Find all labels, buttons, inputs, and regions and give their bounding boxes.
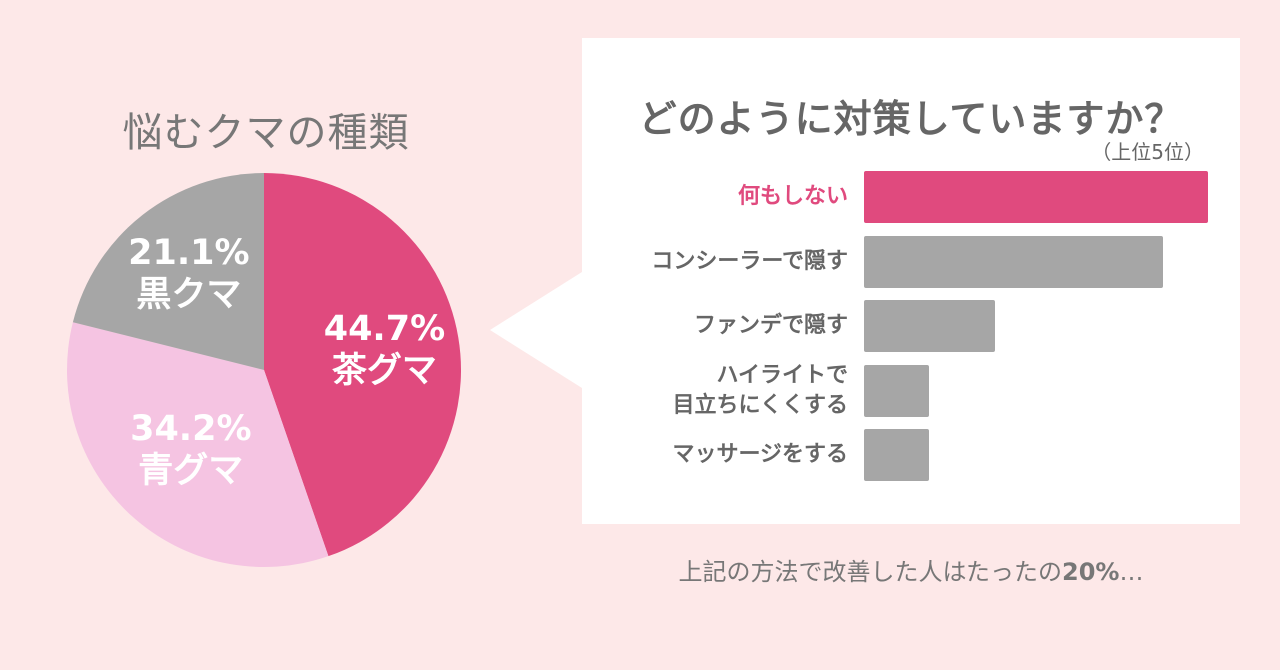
bar-chart-title: どのように対策していますか？	[638, 97, 1184, 141]
pie-slice-label: 34.2% 青グマ	[101, 408, 281, 492]
pie-slice-2	[72, 173, 264, 370]
footnote: 上記の方法で改善した人はたったの20%…	[582, 552, 1240, 587]
bar-label-line: ファンデで隠す	[693, 313, 848, 338]
bar-0	[864, 171, 1208, 223]
bar-label-1: コンシーラーで隠す	[618, 247, 848, 277]
bar-label-3: ハイライトで目立ちにくくする	[618, 361, 848, 421]
bar-label-line: ハイライトで	[716, 362, 848, 388]
bar-label-0: 何もしない	[618, 182, 848, 212]
bar-label-line: マッサージをする	[672, 442, 848, 467]
pie-slice-percent: 34.2%	[130, 408, 252, 449]
pie-slice-1	[66, 322, 329, 567]
pie-slice-label: 44.7% 茶グマ	[294, 308, 474, 392]
pie-slice-name: 黒クマ	[136, 274, 242, 315]
pie-slice-0	[264, 173, 461, 557]
pie-slice-name: 青グマ	[138, 450, 244, 491]
bar-label-line: 何もしない	[737, 184, 848, 209]
bar-2	[864, 300, 995, 352]
bar-4	[864, 429, 930, 481]
footnote-emphasis: 20%	[1062, 558, 1120, 586]
pie-slice-label: 21.1% 黒クマ	[99, 232, 279, 316]
pie-slice-percent: 21.1%	[128, 232, 250, 273]
bar-label-line: 目立ちにくくする	[672, 392, 848, 418]
footnote-suffix: …	[1119, 558, 1144, 586]
bar-label-line: コンシーラーで隠す	[651, 248, 848, 274]
bar-chart-subtitle: （上位5位）	[1091, 140, 1204, 164]
footnote-text: 上記の方法で改善した人はたったの	[678, 558, 1063, 586]
pie-slice-percent: 44.7%	[323, 308, 446, 349]
survey-card: どのように対策していますか？ （上位5位） 何もしないコンシーラーで隠すファンデ…	[582, 38, 1240, 524]
pie-chart-title: 悩むクマの種類	[122, 110, 410, 156]
bar-3	[864, 364, 930, 417]
bar-label-2: ファンデで隠す	[618, 311, 848, 341]
bar-label-4: マッサージをする	[618, 440, 848, 470]
bar-1	[864, 235, 1164, 288]
pie-slice-name: 茶グマ	[331, 350, 437, 391]
